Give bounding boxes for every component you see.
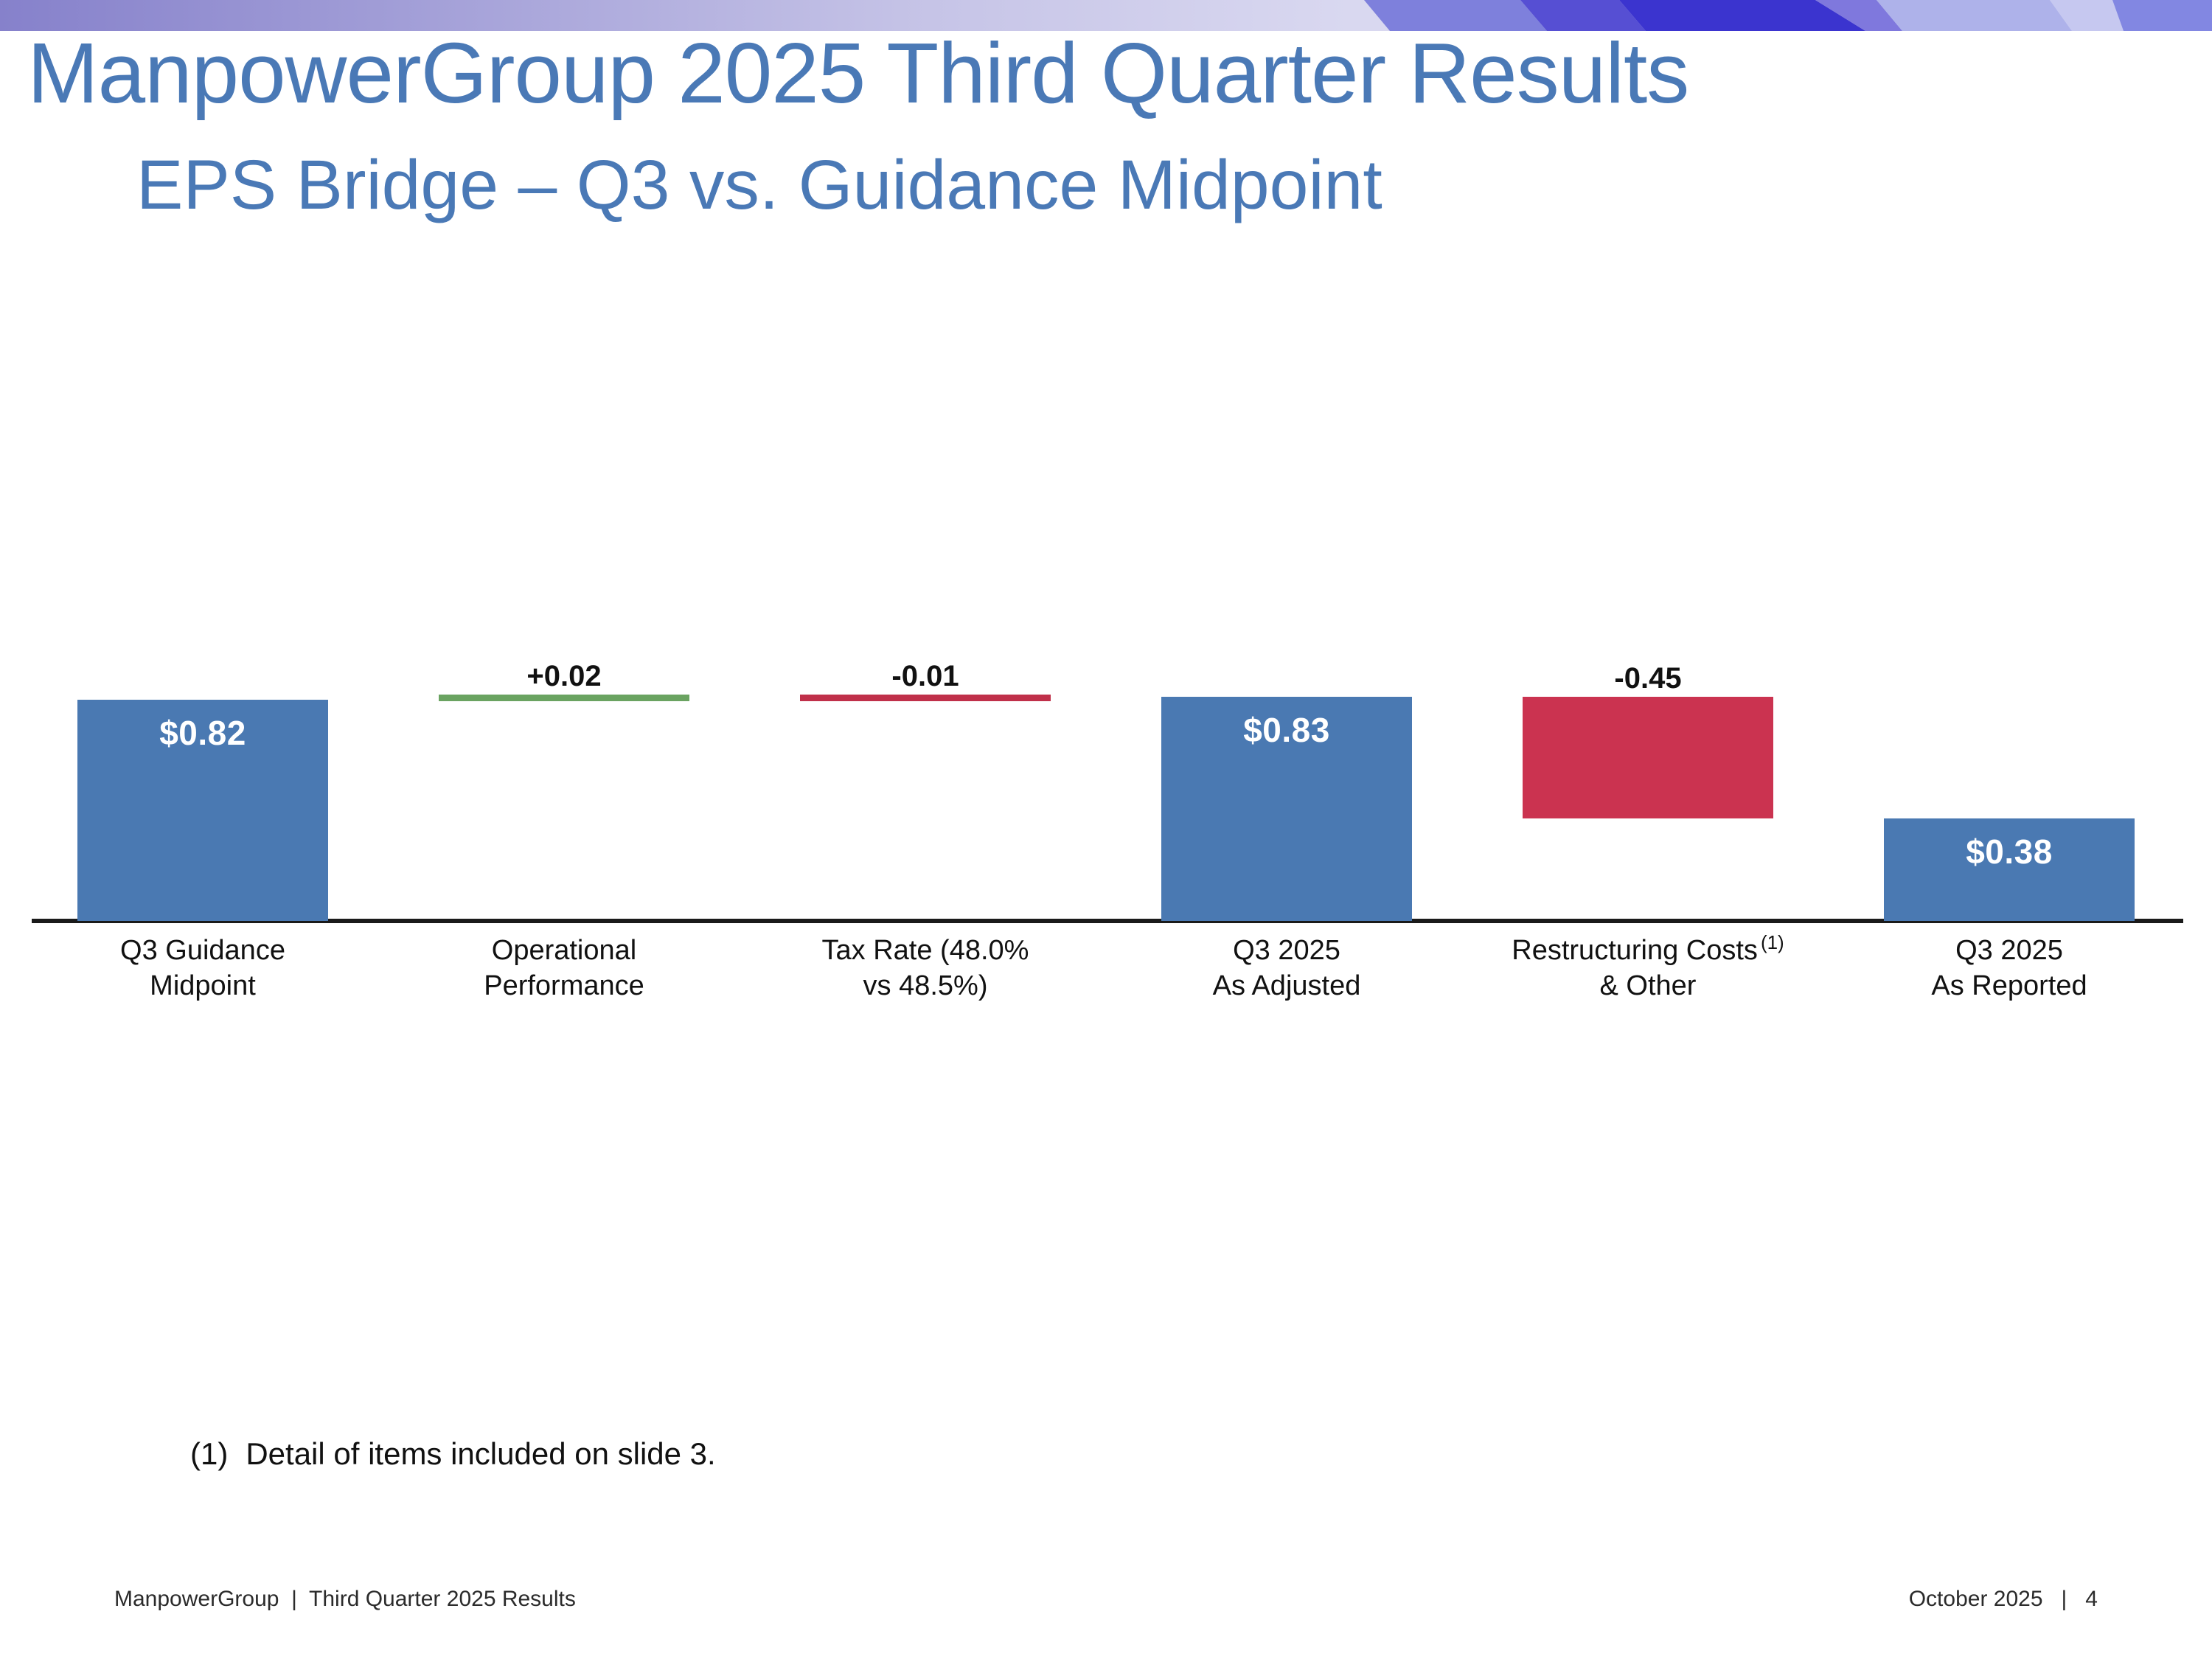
banner-shape-light-periwinkle-quad bbox=[1877, 0, 2072, 31]
footnote-reference-superscript: (1) bbox=[1760, 931, 1784, 953]
chart-column-restructuring-costs-other: -0.45 Restructuring Costs (1) & Other bbox=[1467, 662, 1829, 1003]
category-label-q3-guidance-midpoint: Q3 Guidance Midpoint bbox=[120, 935, 285, 1001]
banner-shape-violet-quad bbox=[1815, 0, 1902, 31]
banner-shape-pale-lavender-quad bbox=[2050, 0, 2124, 31]
category-label-q3-2025-as-reported: Q3 2025 As Reported bbox=[1931, 935, 2087, 1001]
footer-left: ManpowerGroup | Third Quarter 2025 Resul… bbox=[114, 1587, 576, 1611]
page-title: ManpowerGroup 2025 Third Quarter Results bbox=[27, 25, 1689, 121]
bar-value-label: $0.38 bbox=[1966, 832, 2053, 871]
eps-bridge-waterfall-chart: $0.82 Q3 Guidance Midpoint +0.02 Operational… bbox=[22, 660, 2190, 1003]
bar-q3-2025-as-adjusted: $0.83 bbox=[1161, 697, 1412, 921]
decrease-bar-restructuring-costs-other bbox=[1523, 697, 1773, 818]
category-label-restructuring-costs-other: Restructuring Costs (1) & Other bbox=[1512, 931, 1784, 1001]
connector-line-operational-performance bbox=[439, 695, 689, 701]
category-label-tax-rate-48-0-vs-48-5: Tax Rate (48.0% vs 48.5%) bbox=[821, 935, 1029, 1001]
connector-line-tax-rate-48-0-vs-48-5 bbox=[800, 695, 1051, 701]
chart-column-q3-guidance-midpoint: $0.82 Q3 Guidance Midpoint bbox=[22, 664, 383, 1003]
footnote-text: Detail of items included on slide 3. bbox=[246, 1436, 716, 1471]
banner-shape-corner-periwinkle bbox=[2112, 0, 2212, 31]
delta-value-label: +0.02 bbox=[526, 660, 602, 692]
chart-column-q3-2025-as-reported: $0.38 Q3 2025 As Reported bbox=[1829, 664, 2190, 1003]
category-label-operational-performance: Operational Performance bbox=[484, 935, 644, 1001]
bar-value-label: $0.82 bbox=[159, 714, 246, 752]
footnote: (1) Detail of items included on slide 3. bbox=[190, 1436, 716, 1472]
footnote-marker: (1) bbox=[190, 1436, 229, 1471]
chart-column-tax-rate-48-0-vs-48-5: -0.01 Tax Rate (48.0% vs 48.5%) bbox=[745, 660, 1106, 1003]
bar-value-label: $0.83 bbox=[1243, 711, 1330, 749]
decorative-banner bbox=[0, 0, 2212, 31]
x-axis-line bbox=[32, 919, 2183, 923]
banner-shape-periwinkle-quad bbox=[1364, 0, 1547, 31]
chart-column-q3-2025-as-adjusted: $0.83 Q3 2025 As Adjusted bbox=[1106, 664, 1467, 1003]
bar-q3-guidance-midpoint: $0.82 bbox=[77, 700, 328, 921]
delta-value-label: -0.01 bbox=[891, 660, 959, 692]
page-subtitle: EPS Bridge – Q3 vs. Guidance Midpoint bbox=[136, 146, 1382, 224]
banner-shape-deep-blue-quad bbox=[1619, 0, 1865, 31]
banner-shape-indigo-quad bbox=[1520, 0, 1646, 31]
chart-column-operational-performance: +0.02 Operational Performance bbox=[383, 660, 745, 1003]
delta-value-label: -0.45 bbox=[1614, 662, 1682, 695]
footer-right: October 2025 | 4 bbox=[1908, 1587, 2098, 1611]
bar-q3-2025-as-reported: $0.38 bbox=[1884, 818, 2135, 921]
category-label-q3-2025-as-adjusted: Q3 2025 As Adjusted bbox=[1212, 935, 1361, 1001]
